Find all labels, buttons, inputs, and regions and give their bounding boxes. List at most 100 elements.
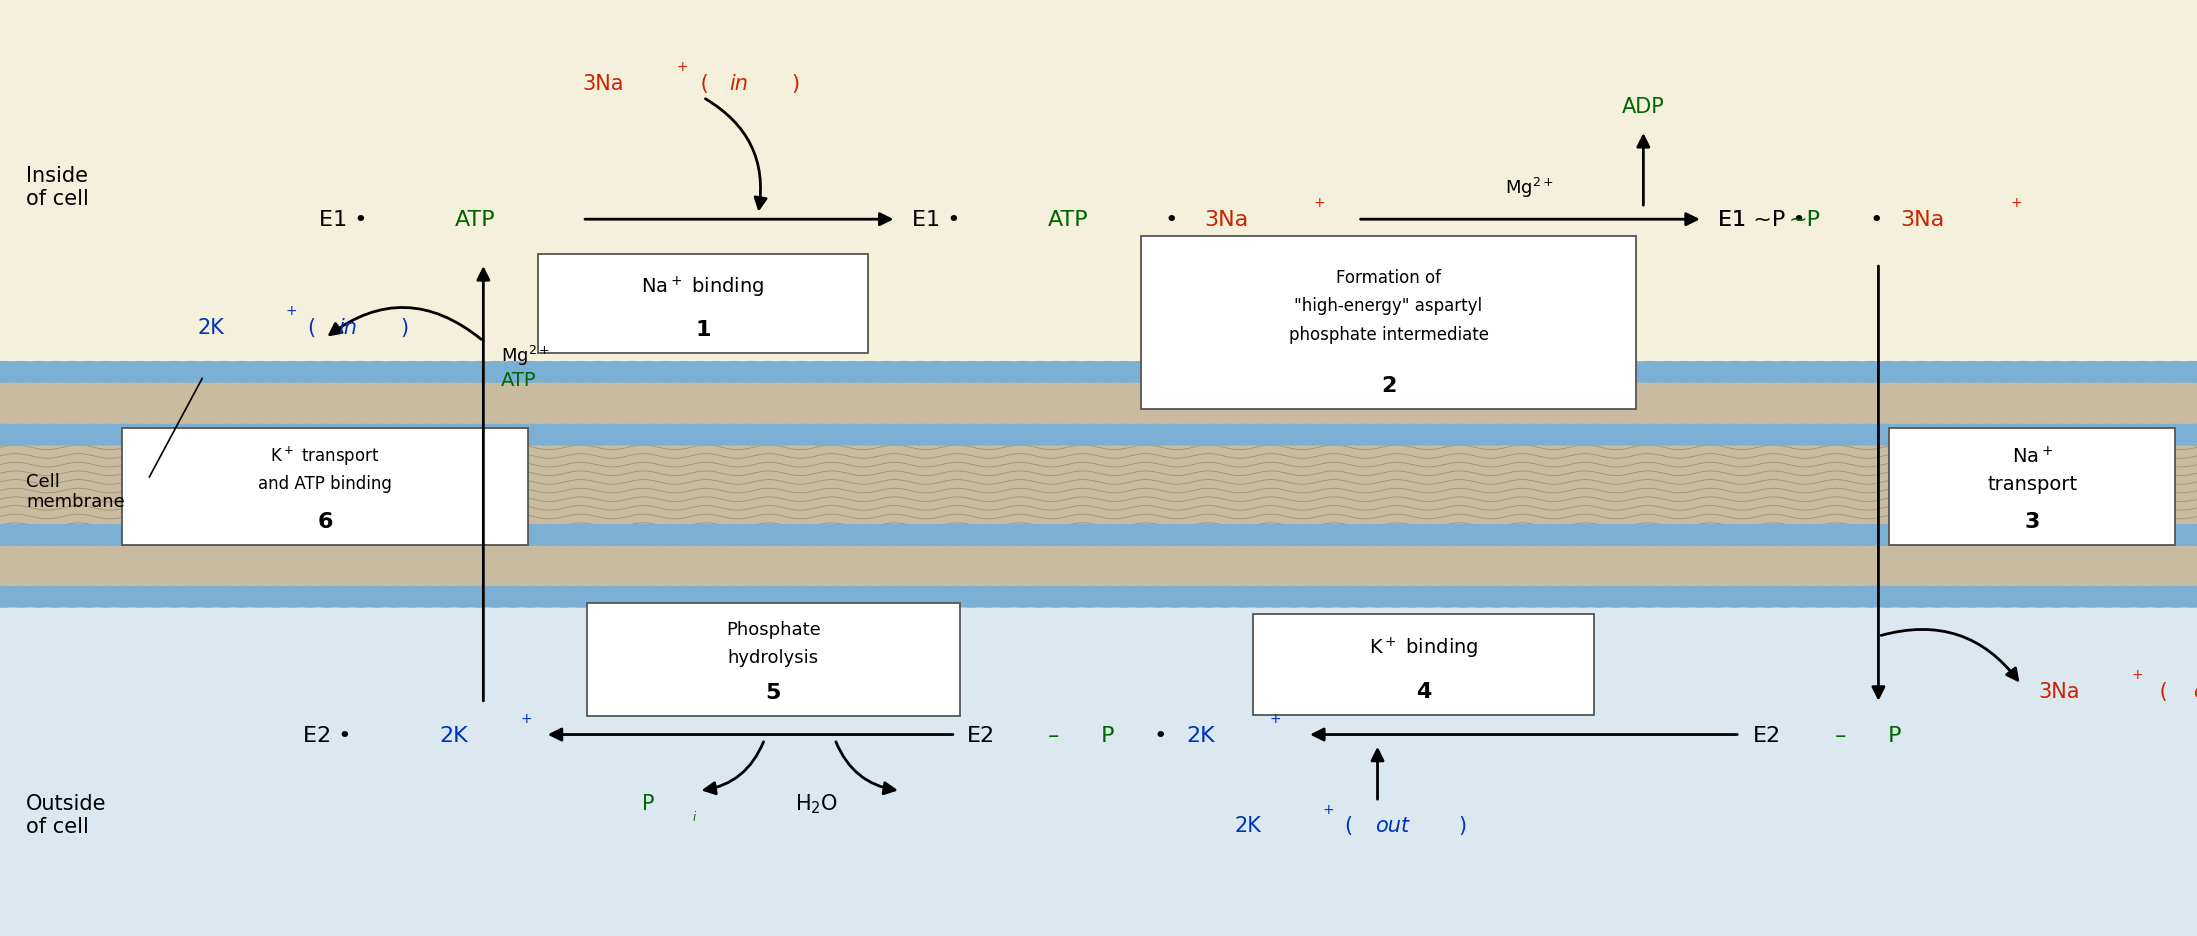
Ellipse shape <box>198 525 250 546</box>
Ellipse shape <box>1096 587 1151 607</box>
Ellipse shape <box>606 587 659 607</box>
Ellipse shape <box>0 362 31 383</box>
Ellipse shape <box>215 425 268 446</box>
Ellipse shape <box>622 587 674 607</box>
Ellipse shape <box>29 425 81 446</box>
Ellipse shape <box>301 525 354 546</box>
Ellipse shape <box>97 587 149 607</box>
Ellipse shape <box>147 587 200 607</box>
Text: transport: transport <box>1986 475 2078 493</box>
Ellipse shape <box>725 425 778 446</box>
Ellipse shape <box>1725 587 1777 607</box>
Ellipse shape <box>1164 425 1219 446</box>
Ellipse shape <box>1810 525 1863 546</box>
Ellipse shape <box>1487 587 1540 607</box>
Ellipse shape <box>0 525 31 546</box>
Ellipse shape <box>826 587 879 607</box>
Ellipse shape <box>1081 425 1134 446</box>
Ellipse shape <box>978 587 1033 607</box>
Ellipse shape <box>740 525 795 546</box>
Text: E1 •: E1 • <box>319 210 367 230</box>
Ellipse shape <box>1793 362 1845 383</box>
Ellipse shape <box>1947 587 1999 607</box>
Ellipse shape <box>64 587 116 607</box>
Ellipse shape <box>2030 425 2083 446</box>
Ellipse shape <box>1692 525 1744 546</box>
Text: –: – <box>1828 724 1845 745</box>
Ellipse shape <box>1164 362 1219 383</box>
Ellipse shape <box>589 525 642 546</box>
Ellipse shape <box>1947 362 1999 383</box>
Text: Na$^+$ binding: Na$^+$ binding <box>642 274 765 300</box>
Ellipse shape <box>1588 587 1643 607</box>
Ellipse shape <box>2012 525 2067 546</box>
Ellipse shape <box>1063 362 1116 383</box>
Ellipse shape <box>1318 362 1371 383</box>
Ellipse shape <box>538 525 591 546</box>
Ellipse shape <box>0 425 31 446</box>
Ellipse shape <box>1793 525 1845 546</box>
Ellipse shape <box>1692 362 1744 383</box>
Ellipse shape <box>1182 587 1235 607</box>
Ellipse shape <box>1487 525 1540 546</box>
Ellipse shape <box>402 425 455 446</box>
Ellipse shape <box>1760 587 1813 607</box>
Text: (: ( <box>308 317 316 338</box>
Ellipse shape <box>1505 425 1558 446</box>
Ellipse shape <box>2166 587 2197 607</box>
Ellipse shape <box>1063 587 1116 607</box>
Ellipse shape <box>1114 525 1167 546</box>
Ellipse shape <box>1911 362 1964 383</box>
Ellipse shape <box>114 587 167 607</box>
Ellipse shape <box>657 525 710 546</box>
Ellipse shape <box>927 587 980 607</box>
Ellipse shape <box>808 362 861 383</box>
Ellipse shape <box>672 362 727 383</box>
Text: 6: 6 <box>316 511 334 532</box>
Ellipse shape <box>793 525 846 546</box>
Ellipse shape <box>995 425 1048 446</box>
FancyBboxPatch shape <box>538 256 868 353</box>
Ellipse shape <box>1250 587 1303 607</box>
Text: Phosphate: Phosphate <box>725 620 822 638</box>
Bar <box>0 0 2197 379</box>
Ellipse shape <box>1402 425 1457 446</box>
Ellipse shape <box>1351 362 1404 383</box>
Ellipse shape <box>1233 362 1285 383</box>
Ellipse shape <box>571 587 624 607</box>
Ellipse shape <box>79 587 132 607</box>
Ellipse shape <box>1555 425 1608 446</box>
Text: hydrolysis: hydrolysis <box>727 648 819 666</box>
Ellipse shape <box>2048 425 2100 446</box>
Ellipse shape <box>266 425 319 446</box>
Ellipse shape <box>46 525 99 546</box>
Text: in: in <box>729 74 749 95</box>
Ellipse shape <box>29 362 81 383</box>
Ellipse shape <box>1911 587 1964 607</box>
Ellipse shape <box>877 425 929 446</box>
Ellipse shape <box>402 362 455 383</box>
Ellipse shape <box>0 525 48 546</box>
Ellipse shape <box>503 525 556 546</box>
Text: Outside
of cell: Outside of cell <box>26 793 108 836</box>
Ellipse shape <box>198 362 250 383</box>
Ellipse shape <box>470 525 523 546</box>
Ellipse shape <box>758 425 811 446</box>
Ellipse shape <box>1657 425 1709 446</box>
Ellipse shape <box>1505 587 1558 607</box>
Ellipse shape <box>639 362 692 383</box>
Ellipse shape <box>927 362 980 383</box>
Ellipse shape <box>1997 362 2050 383</box>
Ellipse shape <box>352 362 404 383</box>
Ellipse shape <box>1268 425 1320 446</box>
Ellipse shape <box>740 425 795 446</box>
Ellipse shape <box>1419 525 1472 546</box>
Ellipse shape <box>1760 425 1813 446</box>
Ellipse shape <box>334 425 387 446</box>
Ellipse shape <box>316 587 371 607</box>
Ellipse shape <box>927 525 980 546</box>
Ellipse shape <box>521 425 573 446</box>
Ellipse shape <box>488 362 540 383</box>
Ellipse shape <box>877 525 929 546</box>
Ellipse shape <box>503 362 556 383</box>
